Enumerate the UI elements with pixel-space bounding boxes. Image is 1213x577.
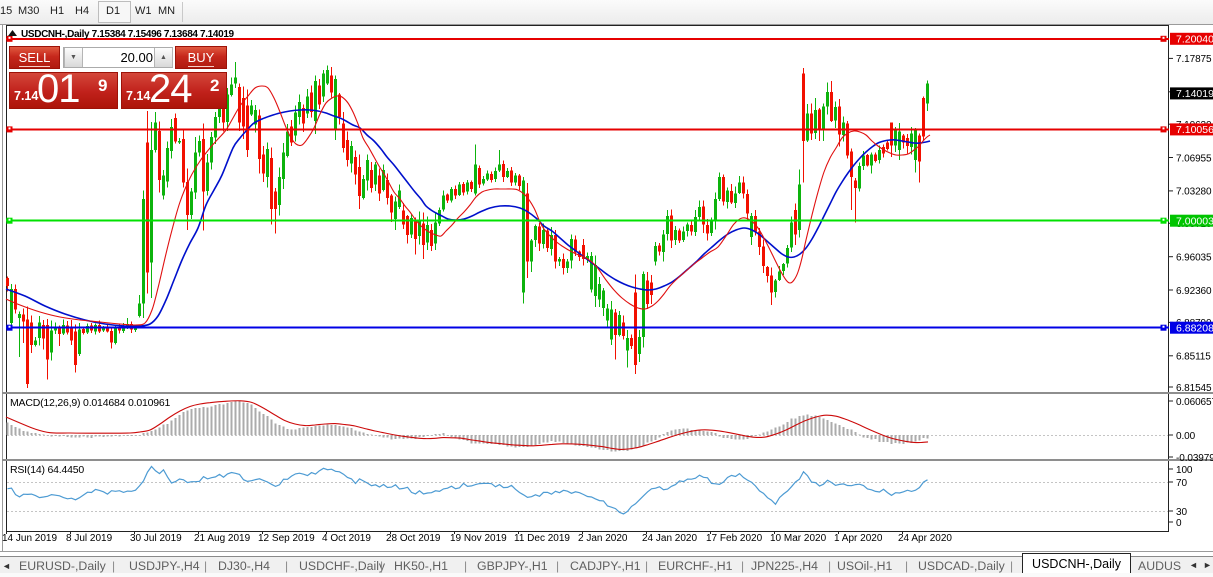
svg-text:7.17875: 7.17875	[1176, 54, 1212, 65]
svg-text:0: 0	[1176, 518, 1182, 529]
svg-text:28 Oct 2019: 28 Oct 2019	[386, 533, 441, 544]
svg-text:MACD(12,26,9) 0.014684 0.01096: MACD(12,26,9) 0.014684 0.010961	[10, 397, 171, 409]
svg-text:8 Jul 2019: 8 Jul 2019	[66, 533, 113, 544]
svg-text:4 Oct 2019: 4 Oct 2019	[322, 533, 371, 544]
svg-text:RSI(14) 64.4450: RSI(14) 64.4450	[10, 464, 84, 476]
svg-text:24 Jan 2020: 24 Jan 2020	[642, 533, 697, 544]
svg-text:12 Sep 2019: 12 Sep 2019	[258, 533, 315, 544]
svg-text:1 Apr 2020: 1 Apr 2020	[834, 533, 883, 544]
svg-text:10 Mar 2020: 10 Mar 2020	[770, 533, 827, 544]
svg-text:6.92360: 6.92360	[1176, 286, 1212, 297]
svg-text:-0.039792: -0.039792	[1176, 453, 1213, 464]
svg-text:24 Apr 2020: 24 Apr 2020	[898, 533, 952, 544]
svg-text:7.14019: 7.14019	[1176, 88, 1213, 100]
svg-text:30 Jul 2019: 30 Jul 2019	[130, 533, 182, 544]
svg-text:6.88208: 6.88208	[1176, 323, 1213, 335]
svg-text:USDCNH-,Daily 7.15384 7.15496: USDCNH-,Daily 7.15384 7.15496 7.13684 7.…	[21, 29, 235, 40]
svg-text:21 Aug 2019: 21 Aug 2019	[194, 533, 251, 544]
svg-text:0.060657: 0.060657	[1176, 397, 1213, 408]
svg-text:2 Jan 2020: 2 Jan 2020	[578, 533, 628, 544]
svg-text:7.03280: 7.03280	[1176, 187, 1212, 198]
svg-text:14 Jun 2019: 14 Jun 2019	[2, 533, 57, 544]
svg-text:30: 30	[1176, 507, 1187, 518]
svg-text:7.00003: 7.00003	[1176, 216, 1213, 228]
svg-text:70: 70	[1176, 478, 1187, 489]
svg-text:17 Feb 2020: 17 Feb 2020	[706, 533, 763, 544]
svg-text:11 Dec 2019: 11 Dec 2019	[514, 533, 570, 544]
svg-text:0.00: 0.00	[1176, 431, 1196, 442]
svg-text:7.06955: 7.06955	[1176, 153, 1212, 164]
svg-text:100: 100	[1176, 465, 1193, 476]
svg-text:7.20040: 7.20040	[1176, 34, 1213, 46]
svg-text:6.85115: 6.85115	[1176, 352, 1211, 363]
svg-text:6.96035: 6.96035	[1176, 253, 1212, 264]
svg-text:6.81545: 6.81545	[1176, 383, 1212, 394]
svg-text:19 Nov 2019: 19 Nov 2019	[450, 533, 507, 544]
svg-text:7.10056: 7.10056	[1176, 124, 1213, 136]
